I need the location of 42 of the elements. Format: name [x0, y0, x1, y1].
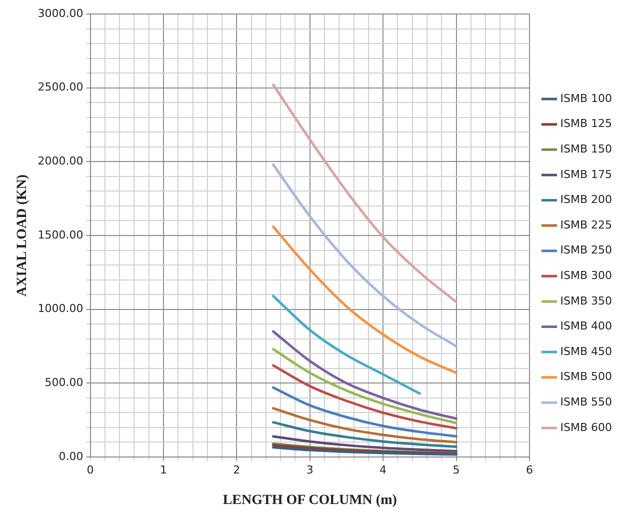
x-tick-label: 6 [526, 463, 533, 476]
legend-label: ISMB 175 [560, 168, 612, 181]
legend-label: ISMB 125 [560, 117, 612, 130]
line-series [272, 84, 458, 304]
x-tick-label: 4 [380, 463, 387, 476]
legend-label: ISMB 300 [560, 269, 612, 282]
x-tick-label: 2 [233, 463, 240, 476]
legend-label: ISMB 600 [560, 420, 612, 434]
legend-label: ISMB 100 [560, 92, 612, 105]
legend-label: ISMB 500 [560, 370, 612, 384]
x-axis-title: LENGTH OF COLUMN (m) [222, 493, 398, 508]
line-series [272, 446, 458, 456]
legend-label: ISMB 150 [560, 142, 612, 156]
line-series [272, 294, 421, 395]
line-series [272, 163, 458, 348]
y-tick-label: 1500.00 [38, 228, 84, 242]
legend-label: ISMB 225 [560, 218, 612, 232]
legend-label: ISMB 350 [560, 294, 612, 308]
legend-label: ISMB 200 [560, 193, 612, 206]
y-axis-title: AXIAL LOAD (KN) [15, 174, 30, 297]
x-tick-label: 0 [86, 463, 94, 476]
x-tick-label: 3 [306, 463, 314, 476]
y-tick-label: 2000.00 [38, 154, 84, 168]
line-series [272, 386, 458, 438]
line-series [272, 421, 458, 448]
y-tick-label: 0.00 [58, 450, 84, 463]
legend-label: ISMB 250 [560, 244, 612, 257]
legend-label: ISMB 400 [560, 320, 612, 333]
line-series [272, 225, 458, 374]
line-series [272, 407, 458, 444]
line-series [272, 348, 458, 424]
y-tick-label: 500.00 [44, 376, 84, 390]
line-series [272, 330, 458, 420]
line-series [272, 435, 458, 452]
legend-label: ISMB 450 [560, 344, 612, 358]
line-series [272, 364, 458, 430]
y-tick-label: 1000.00 [38, 302, 84, 316]
y-tick-label: 2500.00 [38, 80, 84, 94]
legend-label: ISMB 550 [560, 396, 612, 409]
x-tick-label: 5 [452, 463, 460, 476]
y-tick-label: 3000.00 [38, 6, 84, 20]
x-tick-label: 1 [160, 463, 167, 476]
